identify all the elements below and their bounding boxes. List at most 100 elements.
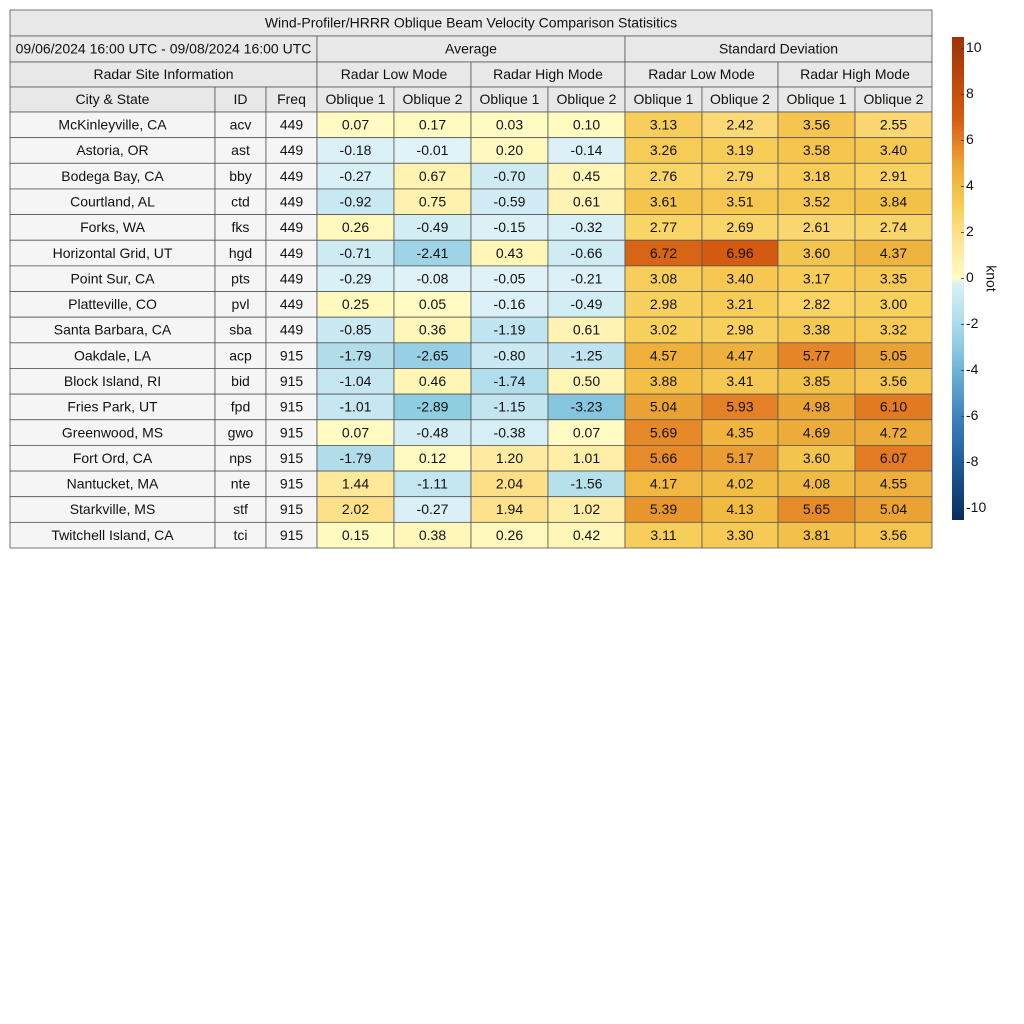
value: -0.92 [340,193,372,209]
value-cell [701,496,779,523]
group-header-cell [316,35,626,63]
value: -0.01 [417,142,449,158]
value: 0.67 [419,168,446,184]
colorbar-tick-label: 6 [966,131,974,147]
site-text-cell [265,214,318,241]
column-header: Oblique 2 [557,91,617,107]
site-text: ctd [231,193,250,209]
value-cell [393,162,472,190]
value: 3.19 [726,142,753,158]
site-text: 449 [280,270,304,286]
colorbar-tick-label: 8 [966,85,974,101]
site-text-cell [265,188,318,215]
value: 2.98 [726,322,753,338]
value: 5.04 [880,501,907,517]
value: 6.96 [726,245,753,261]
value-cell [624,368,703,395]
site-text: 915 [280,373,304,389]
value: 3.30 [726,527,753,543]
site-text-cell [214,496,267,523]
value-cell [777,445,856,472]
value: 3.81 [803,527,830,543]
value-cell [701,137,779,164]
value: -3.23 [571,399,603,415]
value-cell [624,316,703,344]
value: 0.45 [573,168,600,184]
value: -1.25 [571,347,603,363]
value: 3.38 [803,322,830,338]
value-cell [316,521,395,549]
value-cell [316,393,395,421]
value: -1.74 [494,373,526,389]
site-text-cell [265,265,318,292]
site-text: ast [231,142,250,158]
value: 3.84 [880,193,907,209]
value: 0.10 [573,117,600,133]
group-header: Average [445,41,497,57]
value-cell [393,291,472,318]
column-header: Oblique 1 [480,91,540,107]
value-cell [470,239,549,267]
value-cell [624,188,703,215]
site-text: Horizontal Grid, UT [53,245,173,261]
value: 4.02 [726,476,753,492]
value: 3.58 [803,142,830,158]
value: 3.35 [880,270,907,286]
value: 3.13 [650,117,677,133]
value: 5.04 [650,399,677,415]
value: 3.56 [880,527,907,543]
site-text-cell [214,316,267,344]
site-text-cell [265,445,318,472]
value-cell [393,214,472,241]
colorbar-tick-label: -2 [966,315,979,331]
value: -0.48 [417,424,449,440]
site-text-cell [9,393,216,421]
colorbar-tick-label: -8 [966,453,979,469]
value-cell [393,393,472,421]
value-cell [624,419,703,446]
value-cell [393,316,472,344]
value-cell [470,521,549,549]
value: 2.69 [726,219,753,235]
period: 09/06/2024 16:00 UTC - 09/08/2024 16:00 … [16,41,312,57]
site-text-cell [265,239,318,267]
value: 0.61 [573,322,600,338]
value: 2.77 [650,219,677,235]
mode-header: Radar Low Mode [341,66,448,82]
site-text: 449 [280,193,304,209]
value: -1.04 [340,373,372,389]
site-text: Courtland, AL [70,193,155,209]
value: 3.08 [650,270,677,286]
value: 2.74 [880,219,907,235]
value: 3.88 [650,373,677,389]
column-header-cell [777,86,856,113]
column-header: Oblique 2 [403,91,463,107]
site-text: pvl [232,296,250,312]
site-text: Nantucket, MA [67,476,159,492]
value: 2.76 [650,168,677,184]
group-header-cell [624,35,933,63]
site-text: Starkville, MS [70,501,156,517]
site-text: Fries Park, UT [67,399,158,415]
value-cell [470,162,549,190]
value-cell [470,393,549,421]
site-text-cell [214,188,267,215]
value: 3.56 [803,117,830,133]
value: -0.05 [494,270,526,286]
mode-header-cell [624,61,779,88]
value-cell [624,111,703,139]
value: -2.89 [417,399,449,415]
value: 4.55 [880,476,907,492]
value: -0.49 [571,296,603,312]
value-cell [547,162,626,190]
value-cell [393,265,472,292]
value: 3.40 [880,142,907,158]
value-cell [701,368,779,395]
value-cell [854,521,933,549]
value: 3.32 [880,322,907,338]
site-text: Twitchell Island, CA [51,527,174,543]
value: -0.14 [571,142,603,158]
value-cell [316,214,395,241]
site-text-cell [9,470,216,498]
value: -1.79 [340,347,372,363]
